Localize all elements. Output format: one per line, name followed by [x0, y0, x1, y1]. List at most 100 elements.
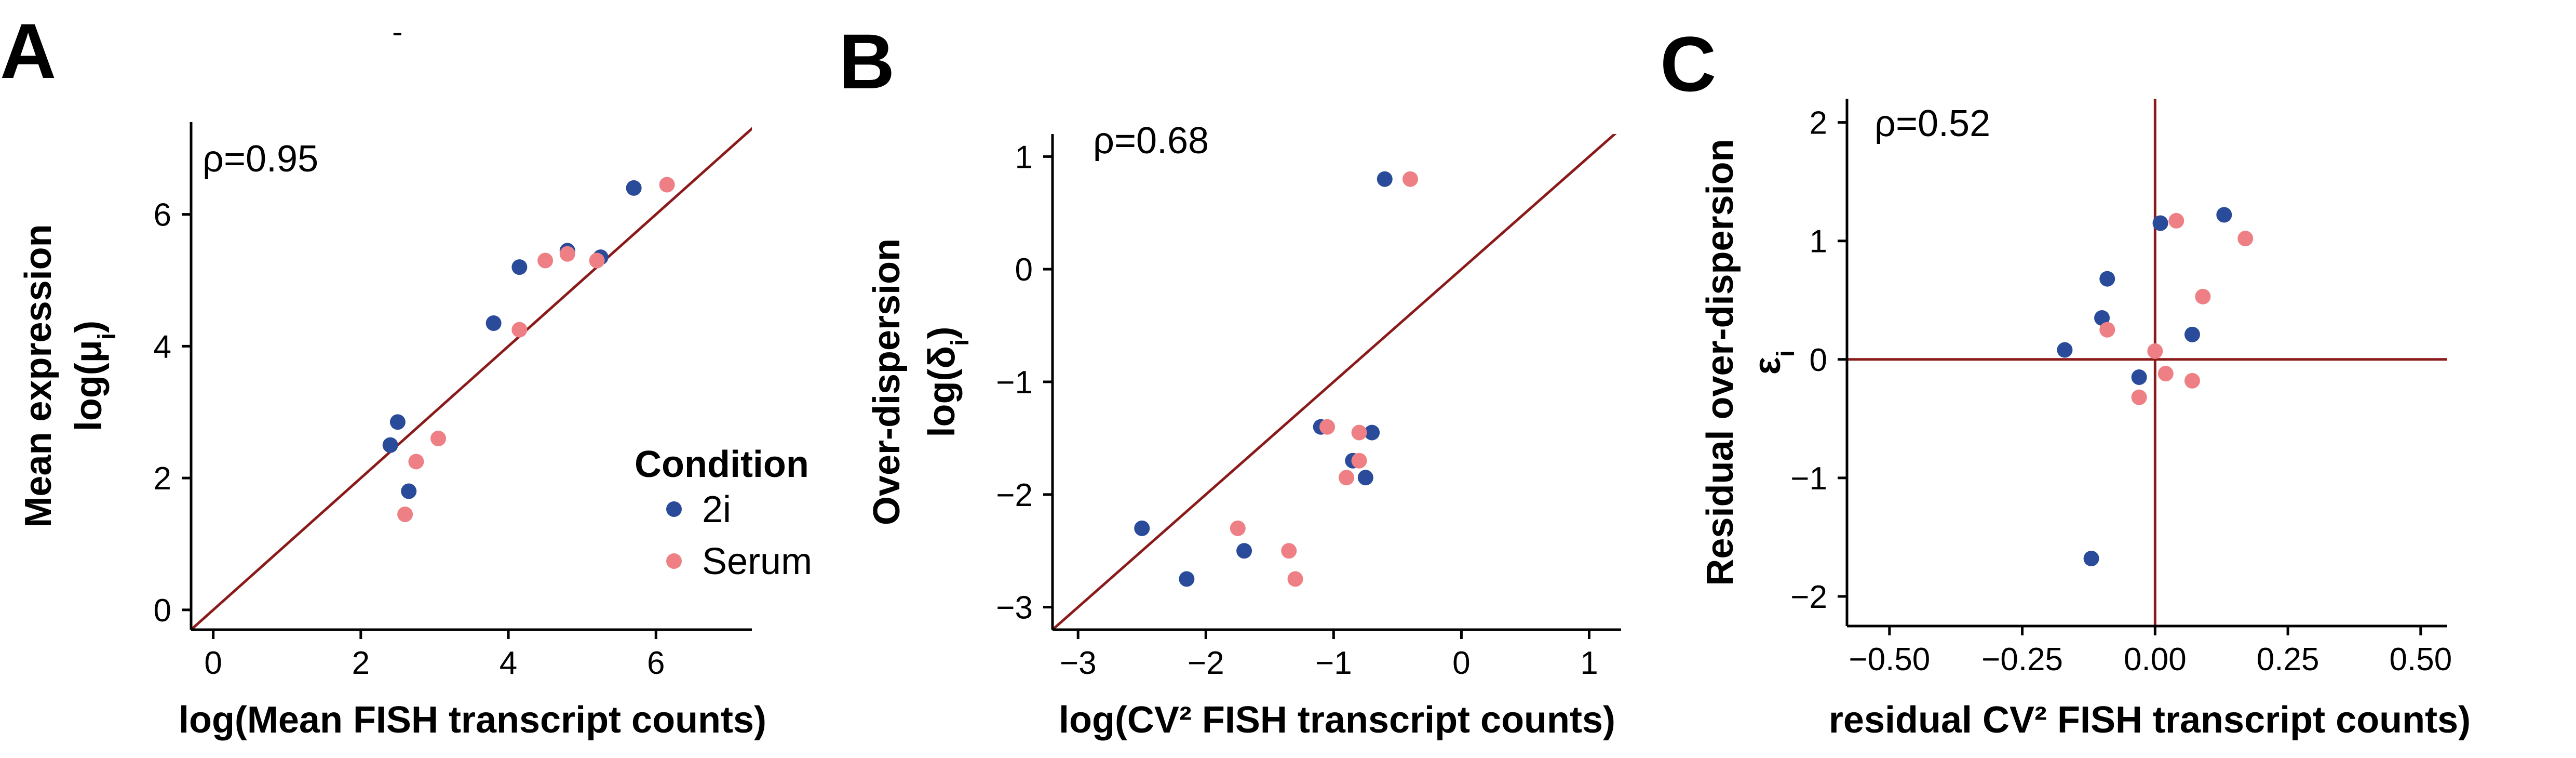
- point-a-serum: [430, 431, 447, 447]
- y-tick-label-b: −2: [996, 477, 1033, 513]
- point-b-serum: [1338, 470, 1354, 486]
- x-tick-label-c: 0.00: [2124, 642, 2187, 677]
- point-c-serum: [2099, 322, 2115, 338]
- x-axis-title-a: log(Mean FISH transcript counts): [179, 699, 766, 741]
- point-b-serum: [1281, 543, 1297, 559]
- y-tick-label-c: −1: [1790, 461, 1827, 497]
- x-tick-label-c: 0.25: [2257, 642, 2319, 677]
- point-a-serum: [511, 322, 528, 338]
- x-tick-label-c: 0.50: [2390, 642, 2452, 677]
- point-b-serum: [1319, 419, 1336, 435]
- identity-line-b: [1053, 134, 1617, 630]
- point-b-serum: [1351, 453, 1367, 469]
- point-b-2i: [1179, 571, 1195, 587]
- y-tick-label-a: 2: [154, 461, 171, 497]
- x-tick-label-a: 0: [204, 645, 222, 681]
- point-c-serum: [2195, 288, 2211, 304]
- x-tick-label-b: −3: [1060, 645, 1097, 681]
- point-b-2i: [1364, 424, 1380, 441]
- panel-letter-c: C: [1660, 20, 1716, 108]
- y-tick-label-b: 1: [1015, 139, 1033, 175]
- point-a-2i: [382, 437, 398, 453]
- point-a-serum: [559, 246, 575, 262]
- point-a-2i: [485, 315, 502, 331]
- point-b-serum: [1230, 520, 1246, 536]
- point-c-serum: [2168, 212, 2184, 229]
- legend-label-2i: 2i: [702, 489, 731, 530]
- y-tick-label-c: 1: [1810, 224, 1827, 260]
- point-c-serum: [2157, 366, 2174, 382]
- y-tick-label-b: −1: [996, 365, 1033, 401]
- point-c-2i: [2184, 326, 2200, 342]
- point-b-2i: [1357, 470, 1373, 486]
- point-b-serum: [1351, 424, 1367, 441]
- legend-title: Condition: [635, 444, 809, 485]
- point-b-serum: [1402, 171, 1418, 187]
- point-a-serum: [589, 252, 605, 269]
- point-c-2i: [2216, 207, 2232, 223]
- point-c-2i: [2094, 310, 2110, 326]
- x-tick-label-a: 2: [352, 645, 370, 681]
- rho-annotation-a: ρ=0.95: [203, 138, 318, 180]
- legend-label-serum: Serum: [702, 541, 812, 582]
- y-tick-label-b: −3: [996, 590, 1033, 626]
- x-tick-label-b: 1: [1580, 645, 1598, 681]
- x-tick-label-a: 6: [647, 645, 665, 681]
- legend-swatch-serum: [666, 553, 682, 569]
- point-b-2i: [1236, 543, 1252, 559]
- point-c-serum: [2237, 231, 2254, 247]
- x-tick-label-b: 0: [1452, 645, 1470, 681]
- point-a-2i: [511, 259, 528, 275]
- panel-a: 0 2 4 6 0 2 4 6 ρ=0.95 log(Mean FISH transcript c…: [18, 122, 766, 741]
- point-c-serum: [2131, 389, 2147, 405]
- identity-line-a: [191, 127, 752, 630]
- x-tick-label-a: 4: [500, 645, 517, 681]
- point-c-2i: [2099, 271, 2115, 287]
- point-b-2i: [1377, 171, 1393, 187]
- legend-swatch-2i: [666, 501, 682, 517]
- point-b-2i: [1134, 520, 1150, 536]
- point-c-2i: [2131, 369, 2147, 385]
- point-a-serum: [397, 506, 413, 522]
- point-c-serum: [2184, 373, 2200, 389]
- point-c-2i: [2083, 550, 2099, 566]
- point-a-serum: [537, 252, 554, 269]
- x-tick-label-c: −0.50: [1849, 642, 1930, 677]
- rho-annotation-c: ρ=0.52: [1874, 103, 1990, 144]
- y-tick-label-a: 0: [154, 593, 171, 629]
- point-a-2i: [626, 180, 642, 196]
- y-tick-label-c: 2: [1810, 105, 1827, 141]
- panel-letter-b: B: [839, 18, 895, 105]
- x-tick-label-c: −0.25: [1981, 642, 2063, 677]
- y-tick-label-c: 0: [1810, 342, 1827, 378]
- y-axis-symbol-c: εi: [1747, 350, 1800, 375]
- point-c-2i: [2057, 342, 2073, 358]
- panel-c: −0.50 −0.25 0.00 0.25 0.50 2 1 0 −1 −2 ρ=0.52 resid…: [1700, 99, 2471, 741]
- x-tick-label-b: −1: [1315, 645, 1352, 681]
- panel-letter-a: A: [0, 7, 56, 95]
- point-a-serum: [659, 177, 675, 193]
- y-tick-label-a: 6: [154, 197, 171, 233]
- y-tick-label-a: 4: [154, 329, 171, 365]
- point-a-serum: [408, 454, 424, 470]
- stray-mark: -: [392, 14, 403, 50]
- point-a-2i: [401, 483, 417, 499]
- point-a-2i: [389, 414, 406, 430]
- point-b-serum: [1287, 571, 1303, 587]
- y-tick-label-c: −2: [1790, 579, 1827, 615]
- y-axis-symbol-a: log(μi): [68, 321, 121, 431]
- x-axis-title-c: residual CV² FISH transcript counts): [1829, 699, 2471, 741]
- legend: Condition 2i Serum: [635, 444, 812, 582]
- y-axis-title-a: Mean expression: [18, 224, 59, 527]
- point-c-serum: [2147, 343, 2163, 359]
- panel-b: −3 −2 −1 0 1 1 0 −1 −2 −3 ρ=0.68 log(CV² FISH trans…: [866, 120, 1621, 741]
- x-axis-title-b: log(CV² FISH transcript counts): [1059, 699, 1615, 741]
- y-axis-title-b: Over-dispersion: [866, 238, 908, 525]
- y-tick-label-b: 0: [1015, 252, 1033, 288]
- point-c-2i: [2152, 215, 2168, 231]
- y-axis-symbol-b: log(δi): [921, 327, 974, 437]
- rho-annotation-b: ρ=0.68: [1093, 120, 1209, 162]
- y-axis-title-c: Residual over-dispersion: [1700, 139, 1741, 586]
- x-tick-label-b: −2: [1188, 645, 1224, 681]
